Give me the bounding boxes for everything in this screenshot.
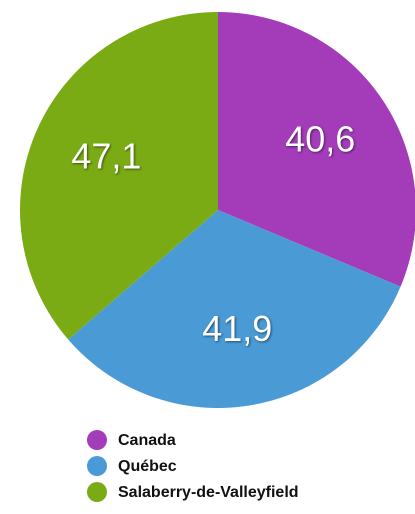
pie-slice — [218, 12, 415, 287]
legend-swatch — [87, 456, 107, 476]
value-label: 47,1 — [71, 135, 141, 176]
legend-swatch — [87, 482, 107, 502]
legend-swatch — [87, 430, 107, 450]
legend-label: Québec — [118, 458, 177, 475]
pie-slice — [68, 210, 401, 409]
legend-label: Salaberry-de-Valleyfield — [118, 484, 299, 501]
value-label: 41,9 — [202, 308, 272, 349]
pie-slice — [20, 12, 219, 340]
value-label: 40,6 — [285, 119, 355, 160]
legend-label: Canada — [118, 432, 176, 449]
